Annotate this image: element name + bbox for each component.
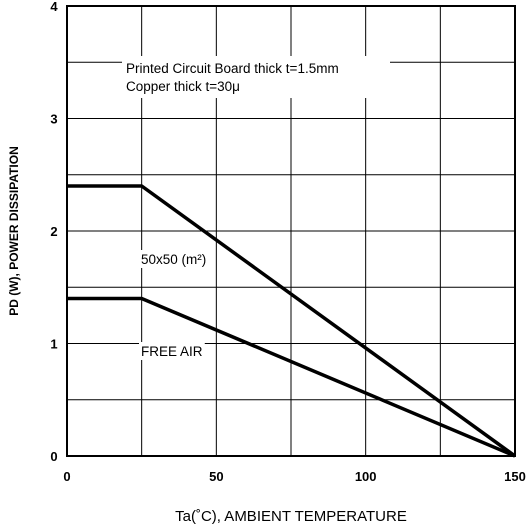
series-layer: 50x50 (m²) FREE AIR — [67, 184, 517, 458]
x-tick-labels: 0 50 100 150 — [63, 469, 525, 484]
y-tick-label: 1 — [50, 337, 57, 352]
annotation-line-2: Copper thick t=30μ — [126, 79, 240, 94]
series-line-2 — [67, 296, 516, 458]
x-axis-label: Ta(˚C), AMBIENT TEMPERATURE — [175, 508, 407, 525]
x-tick-label: 50 — [209, 469, 223, 484]
x-tick-label: 0 — [63, 469, 70, 484]
series-label-background — [139, 342, 205, 360]
annotation-background — [122, 56, 390, 98]
series-label: FREE AIR — [141, 344, 203, 359]
x-tick-label: 100 — [355, 469, 377, 484]
annotation-box: Printed Circuit Board thick t=1.5mm Copp… — [122, 56, 390, 98]
x-tick-label: 150 — [504, 469, 526, 484]
series-label-background — [139, 250, 209, 268]
series-label: 50x50 (m²) — [141, 252, 206, 267]
y-tick-labels: 0 1 2 3 4 — [50, 0, 58, 464]
y-tick-label: 0 — [50, 449, 57, 464]
y-axis-label: PD (W), POWER DISSIPATION — [7, 146, 21, 316]
y-tick-label: 3 — [50, 112, 57, 127]
series-line-1 — [67, 184, 517, 458]
annotation-line-1: Printed Circuit Board thick t=1.5mm — [126, 61, 339, 76]
y-tick-label: 4 — [50, 0, 58, 14]
y-tick-label: 2 — [50, 224, 57, 239]
plot-frame — [66, 5, 516, 457]
